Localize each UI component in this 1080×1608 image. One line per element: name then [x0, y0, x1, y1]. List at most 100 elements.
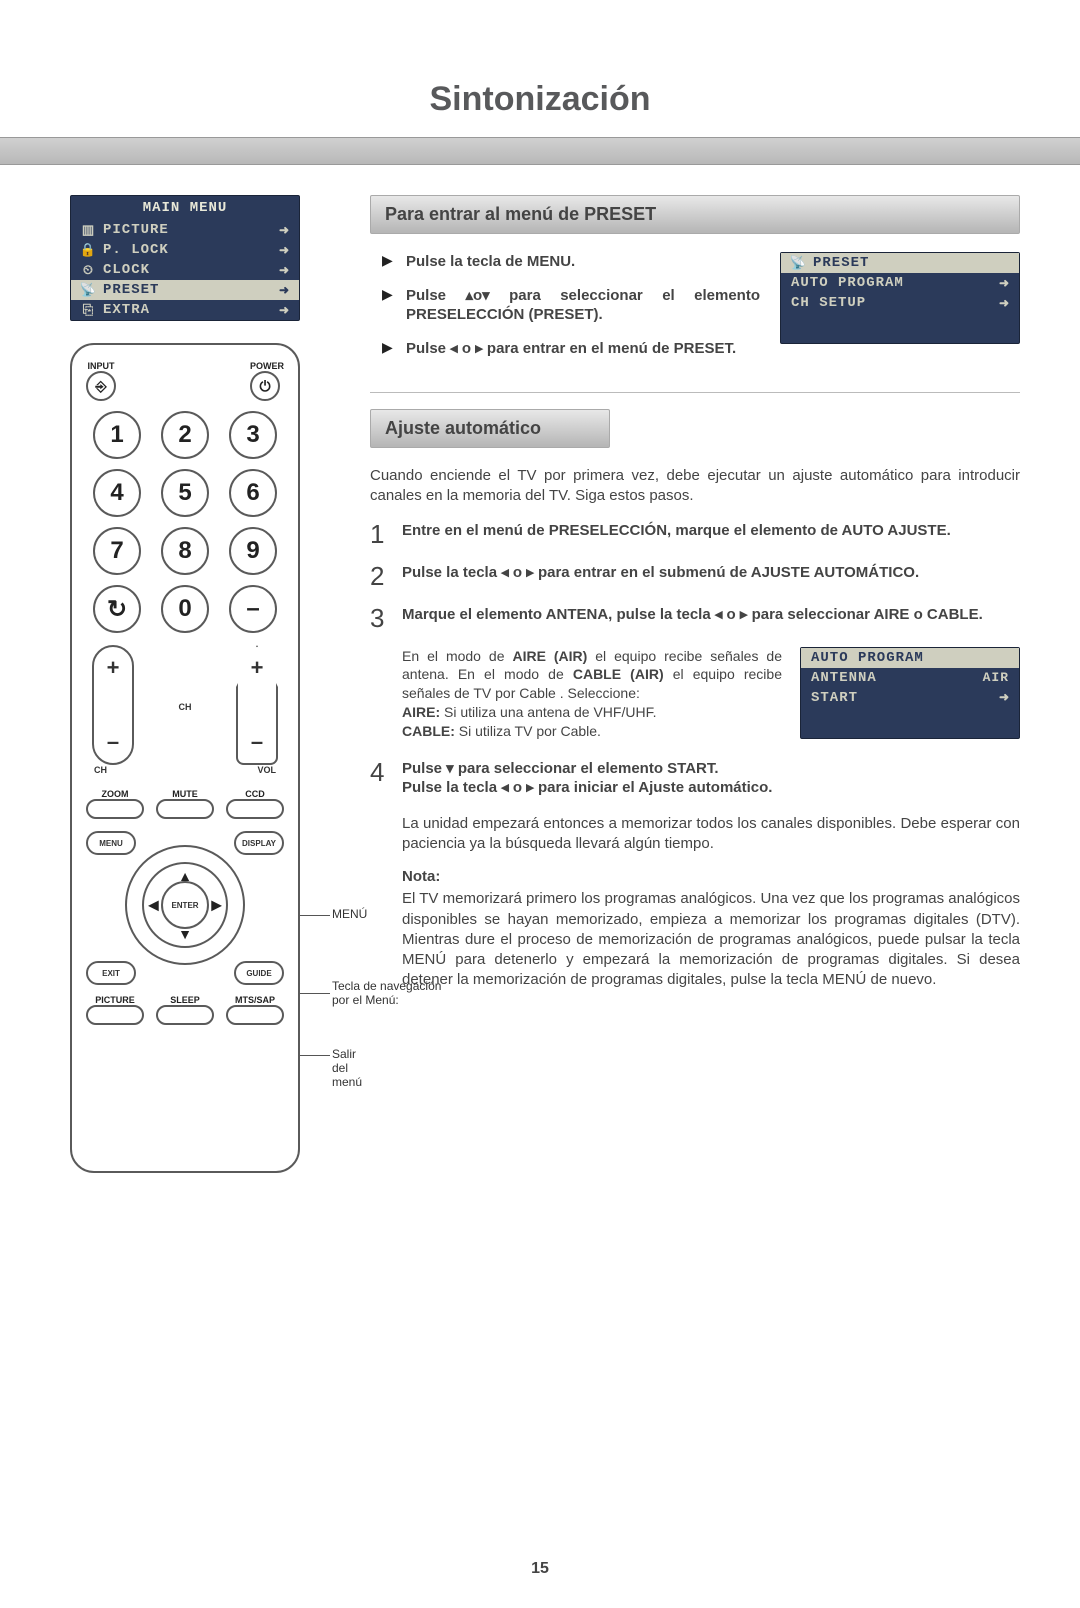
remote-control: INPUT ⎆ POWER ⏻ 1 2 3 4 5 6 7 8 — [70, 343, 300, 1173]
section1-heading: Para entrar al menú de PRESET — [370, 195, 1020, 234]
sleep-button[interactable] — [156, 1005, 214, 1025]
dash-button[interactable]: – — [229, 585, 277, 633]
num-4-button[interactable]: 4 — [93, 469, 141, 517]
sleep-label: SLEEP — [156, 995, 214, 1005]
divider — [370, 392, 1020, 393]
ch-rocker[interactable]: +– — [92, 645, 134, 765]
step1-text: Entre en el menú de PRESELECCIÓN, marque… — [402, 521, 951, 547]
lock-icon: 🔒 — [77, 243, 99, 258]
num-9-button[interactable]: 9 — [229, 527, 277, 575]
section2-heading: Ajuste automático — [370, 409, 610, 448]
arrow-icon: ➜ — [279, 243, 289, 258]
bullet-icon: ▶ — [382, 339, 406, 359]
menu-item-picture: ▥ PICTURE ➜ — [71, 220, 299, 240]
right-arrow-icon: ▶ — [211, 897, 222, 914]
start-label: START — [807, 690, 999, 706]
menu-item-plock: 🔒 P. LOCK ➜ — [71, 240, 299, 260]
ch-setup-row: CH SETUP ➜ — [781, 293, 1019, 313]
preset-heading: PRESET — [809, 255, 1009, 271]
preset-title-row: 📡 PRESET — [781, 253, 1019, 273]
main-menu-osd: MAIN MENU ▥ PICTURE ➜ 🔒 P. LOCK ➜ ⏲ CLOC… — [70, 195, 300, 321]
enter-button[interactable]: ENTER — [161, 881, 209, 929]
num-6-button[interactable]: 6 — [229, 469, 277, 517]
menu-item-extra: ⎘ EXTRA ➜ — [71, 300, 299, 320]
step1-num: 1 — [370, 521, 402, 547]
input-button[interactable]: ⎆ — [86, 371, 116, 401]
note-para: El TV memorizará primero los programas a… — [402, 889, 1020, 990]
page-title: Sintonización — [0, 80, 1080, 119]
preset-icon: 📡 — [77, 283, 99, 298]
zoom-button[interactable] — [86, 799, 144, 819]
arrow-icon: ➜ — [279, 263, 289, 278]
mts-button[interactable] — [226, 1005, 284, 1025]
menu-item-clock: ⏲ CLOCK ➜ — [71, 260, 299, 280]
auto-prog-heading: AUTO PROGRAM — [807, 650, 1009, 666]
step2-num: 2 — [370, 563, 402, 589]
mts-label: MTS/SAP — [226, 995, 284, 1005]
step2-text: Pulse la tecla ◂ o ▸ para entrar en el s… — [402, 563, 919, 589]
step3-text: Marque el elemento ANTENA, pulse la tecl… — [402, 605, 983, 631]
aire-text: Si utiliza una antena de VHF/UHF. — [444, 704, 656, 720]
bullet-icon: ▶ — [382, 286, 406, 325]
note-label: Nota: — [402, 868, 1020, 885]
callout-menu: MENÚ — [332, 907, 367, 921]
arrow-icon: ➜ — [999, 690, 1009, 705]
step3-num: 3 — [370, 605, 402, 631]
mute-button[interactable] — [156, 799, 214, 819]
left-arrow-icon: ◀ — [148, 897, 159, 914]
bullet-icon: ▶ — [382, 252, 406, 272]
menu-button[interactable]: MENU — [86, 831, 136, 855]
picture-button[interactable] — [86, 1005, 144, 1025]
guide-button[interactable]: GUIDE — [234, 961, 284, 985]
display-button[interactable]: DISPLAY — [234, 831, 284, 855]
vol-label: VOL — [257, 765, 276, 775]
zoom-label: ZOOM — [86, 789, 144, 799]
ch-setup-label: CH SETUP — [787, 295, 999, 311]
ccd-button[interactable] — [226, 799, 284, 819]
menu-label: PRESET — [99, 282, 279, 298]
num-3-button[interactable]: 3 — [229, 411, 277, 459]
cable-text: Si utiliza TV por Cable. — [459, 723, 601, 739]
num-5-button[interactable]: 5 — [161, 469, 209, 517]
antenna-row: ANTENNA AIR — [801, 668, 1019, 688]
ccd-label: CCD — [226, 789, 284, 799]
auto-program-osd: AUTO PROGRAM ANTENNA AIR START ➜ — [800, 647, 1020, 739]
bullet1-text: Pulse la tecla de MENU. — [406, 252, 575, 272]
arrow-icon: ➜ — [999, 296, 1009, 311]
arrow-icon: ➜ — [279, 283, 289, 298]
arrow-icon: ➜ — [999, 276, 1009, 291]
result-para: La unidad empezará entonces a memorizar … — [370, 814, 1020, 855]
step4-num: 4 — [370, 759, 402, 798]
num-0-button[interactable]: 0 — [161, 585, 209, 633]
mute-label: MUTE — [156, 789, 214, 799]
num-1-button[interactable]: 1 — [93, 411, 141, 459]
num-2-button[interactable]: 2 — [161, 411, 209, 459]
start-row: START ➜ — [801, 688, 1019, 708]
exit-button[interactable]: EXIT — [86, 961, 136, 985]
auto-prog-title: AUTO PROGRAM — [801, 648, 1019, 668]
cable-label: CABLE: — [402, 723, 455, 739]
power-button[interactable]: ⏻ — [250, 371, 280, 401]
callout-nav: Tecla de navegación por el Menú: — [332, 979, 442, 1008]
picture-btn-label: PICTURE — [86, 995, 144, 1005]
intro-para: Cuando enciende el TV por primera vez, d… — [370, 466, 1020, 507]
menu-label: PICTURE — [99, 222, 279, 238]
recall-button[interactable]: ↻ — [93, 585, 141, 633]
callout-exit: Salir del menú — [332, 1047, 362, 1089]
num-8-button[interactable]: 8 — [161, 527, 209, 575]
power-label: POWER — [250, 361, 284, 371]
aire-label: AIRE: — [402, 704, 440, 720]
page-number: 15 — [0, 1560, 1080, 1578]
num-7-button[interactable]: 7 — [93, 527, 141, 575]
step4-text: Pulse ▾ para seleccionar el elemento STA… — [402, 759, 772, 798]
extra-icon: ⎘ — [77, 303, 99, 318]
menu-label: EXTRA — [99, 302, 279, 318]
antenna-label: ANTENNA — [807, 670, 983, 686]
bullet3-text: Pulse ◂ o ▸ para entrar en el menú de PR… — [406, 339, 736, 359]
vol-rocker[interactable]: +– — [236, 645, 278, 765]
nav-pad: MENU DISPLAY ▲ ▼ ◀ ▶ ENTER EXIT GUIDE — [86, 825, 284, 985]
auto-program-label: AUTO PROGRAM — [787, 275, 999, 291]
ch-label: CH — [179, 702, 192, 712]
menu-label: CLOCK — [99, 262, 279, 278]
picture-icon: ▥ — [77, 223, 99, 238]
